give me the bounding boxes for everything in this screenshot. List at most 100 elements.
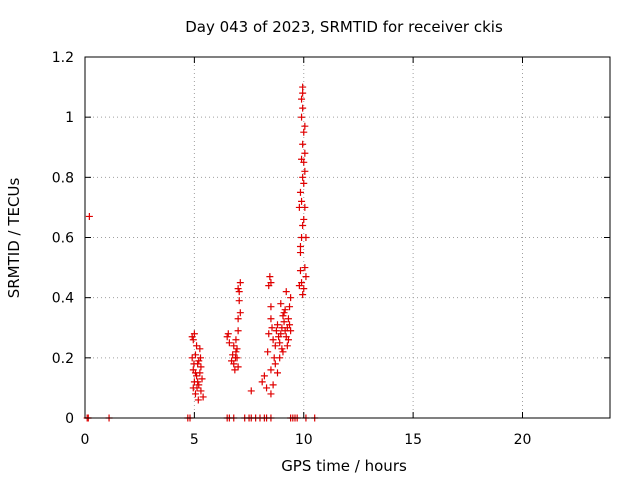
data-point <box>193 342 201 350</box>
data-point <box>299 104 307 112</box>
data-point <box>266 273 274 281</box>
data-point <box>299 140 307 148</box>
data-point <box>230 342 238 350</box>
axis-ticks: 0 0.2 0.4 0.6 0.8 1 1.2 0 5 10 15 20 <box>52 50 610 448</box>
data-point <box>235 297 243 305</box>
data-point <box>197 363 205 371</box>
data-point <box>280 309 288 317</box>
data-point <box>277 300 285 308</box>
data-point <box>300 179 308 187</box>
data-point <box>299 291 307 299</box>
data-point <box>299 89 307 97</box>
data-point <box>234 315 242 323</box>
data-point <box>302 273 310 281</box>
data-point <box>300 128 308 136</box>
data-point <box>190 360 198 368</box>
chart-title: Day 043 of 2023, SRMTID for receiver cki… <box>185 18 503 36</box>
data-point <box>197 354 204 362</box>
data-point <box>236 279 244 287</box>
data-point <box>286 321 294 329</box>
data-point <box>189 336 197 344</box>
data-point <box>279 348 287 356</box>
data-point <box>193 372 201 380</box>
data-points <box>83 83 319 422</box>
data-point <box>233 345 241 353</box>
y-tick-label: 0.6 <box>52 231 74 247</box>
data-point <box>277 330 285 338</box>
data-point <box>231 366 239 374</box>
data-point <box>298 279 306 287</box>
data-point <box>301 149 309 157</box>
data-point <box>196 345 204 353</box>
data-point <box>301 122 309 130</box>
data-point <box>296 243 304 251</box>
y-axis-title: SRMTID / TECUs <box>5 178 23 299</box>
data-point <box>267 279 275 287</box>
data-point <box>234 363 242 371</box>
data-point <box>267 303 275 311</box>
data-point <box>283 342 291 350</box>
x-tick-label: 0 <box>81 432 90 448</box>
data-point <box>295 203 303 211</box>
data-point <box>264 348 272 356</box>
data-point <box>198 375 206 383</box>
data-point <box>197 387 205 395</box>
grid-lines <box>85 57 610 418</box>
data-point <box>268 324 276 332</box>
data-point <box>260 372 268 380</box>
data-point <box>188 354 196 362</box>
data-point <box>300 215 308 223</box>
data-point <box>296 188 304 196</box>
data-point <box>267 390 275 398</box>
data-point <box>232 348 240 356</box>
data-point <box>299 221 307 229</box>
data-point <box>267 315 275 323</box>
data-point <box>271 342 279 350</box>
data-point <box>276 354 284 362</box>
data-point <box>298 197 306 205</box>
data-point <box>223 333 231 341</box>
data-point <box>191 351 199 359</box>
data-point <box>267 366 275 374</box>
y-tick-label: 1.2 <box>52 50 74 66</box>
data-point <box>284 336 292 344</box>
data-point <box>274 321 281 329</box>
data-point <box>85 212 93 220</box>
y-tick-label: 0.4 <box>52 291 74 307</box>
data-point <box>263 384 271 392</box>
data-point <box>282 288 290 296</box>
x-tick-label: 5 <box>190 432 199 448</box>
data-point <box>299 173 307 181</box>
data-point <box>302 234 310 241</box>
data-point <box>191 369 199 377</box>
data-point <box>278 345 286 353</box>
data-point <box>199 393 207 401</box>
data-point <box>190 330 198 338</box>
data-point <box>269 381 277 389</box>
data-point <box>280 318 288 326</box>
data-point <box>235 288 243 296</box>
data-point <box>193 384 201 392</box>
x-tick-label: 20 <box>514 432 532 448</box>
data-point <box>234 327 242 335</box>
data-point <box>299 83 307 91</box>
x-tick-label: 15 <box>404 432 422 448</box>
data-point <box>224 330 232 338</box>
data-point <box>301 264 309 272</box>
data-point <box>301 167 309 175</box>
x-axis-title: GPS time / hours <box>281 457 407 475</box>
data-point <box>296 249 304 257</box>
data-point <box>287 294 295 302</box>
data-point <box>287 327 295 335</box>
x-tick-label: 10 <box>295 432 313 448</box>
data-point <box>298 113 306 121</box>
data-point <box>228 357 236 365</box>
data-point <box>271 360 279 368</box>
data-point <box>281 306 289 314</box>
data-point <box>269 336 277 344</box>
data-point <box>286 303 294 311</box>
data-point <box>279 312 287 320</box>
y-tick-label: 1 <box>65 110 74 126</box>
plot-area-border <box>84 56 611 419</box>
data-point <box>194 378 202 386</box>
